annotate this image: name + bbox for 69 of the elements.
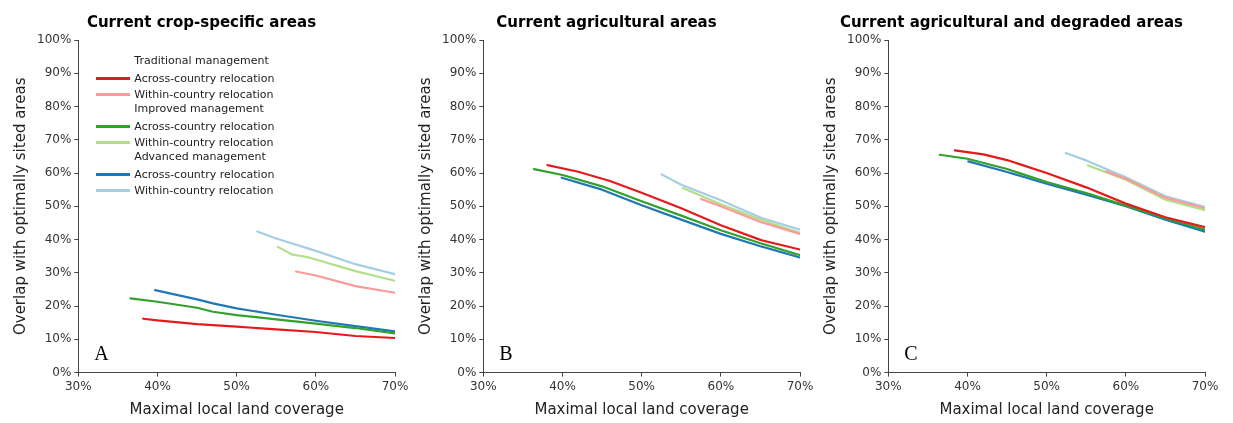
x-tick-label: 40% [144, 378, 171, 393]
legend-label: Within-country relocation [134, 183, 274, 197]
y-tick-label: 20% [44, 298, 72, 313]
y-tick-label: 90% [854, 65, 882, 80]
y-tick-label: 70% [449, 131, 477, 146]
x-tick-label: 50% [1033, 378, 1060, 393]
y-tick-label: 60% [44, 165, 72, 180]
y-tick-label: 20% [449, 298, 477, 313]
y-tick-label: 30% [44, 264, 72, 279]
x-tick-label: 70% [786, 378, 814, 393]
y-tick-label: 100% [36, 32, 72, 47]
y-tick-label: 90% [44, 65, 72, 80]
x-tick-label: 30% [469, 378, 497, 393]
y-tick-label: 0% [457, 364, 477, 379]
chart-title: Current crop-specific areas [86, 12, 317, 31]
chart-title: Current agricultural and degraded areas [839, 12, 1184, 31]
x-tick-label: 60% [1112, 378, 1140, 393]
y-axis-title: Overlap with optimally sited areas [820, 77, 839, 336]
y-tick-label: 80% [854, 98, 882, 113]
x-tick-label: 70% [1191, 378, 1219, 393]
y-tick-label: 60% [854, 165, 882, 180]
y-tick-label: 50% [449, 198, 477, 213]
y-tick-label: 50% [44, 198, 72, 213]
x-tick-label: 60% [707, 378, 735, 393]
y-tick-label: 10% [854, 331, 882, 346]
y-tick-label: 0% [862, 364, 882, 379]
x-tick-label: 50% [628, 378, 655, 393]
annotation: A [94, 341, 110, 364]
legend-label: Across-country relocation [134, 119, 275, 133]
legend-label: Within-country relocation [134, 87, 274, 101]
y-tick-label: 70% [854, 131, 882, 146]
legend-label: Across-country relocation [134, 167, 275, 181]
y-axis-title: Overlap with optimally sited areas [415, 77, 434, 336]
y-tick-label: 20% [854, 298, 882, 313]
y-tick-label: 40% [449, 231, 477, 246]
x-tick-label: 30% [64, 378, 92, 393]
x-tick-label: 40% [954, 378, 981, 393]
y-tick-label: 90% [449, 65, 477, 80]
legend-label: Within-country relocation [134, 135, 274, 149]
y-tick-label: 100% [846, 32, 882, 47]
y-tick-label: 50% [854, 198, 882, 213]
y-tick-label: 30% [854, 264, 882, 279]
x-axis-title: Maximal local land coverage [129, 399, 344, 418]
legend-label: Across-country relocation [134, 71, 275, 85]
y-tick-label: 80% [449, 98, 477, 113]
annotation: B [499, 341, 513, 364]
y-tick-label: 30% [449, 264, 477, 279]
x-tick-label: 40% [549, 378, 576, 393]
annotation: Improved management [133, 102, 265, 117]
x-tick-label: 30% [874, 378, 902, 393]
y-tick-label: 10% [449, 331, 477, 346]
x-tick-label: 50% [223, 378, 250, 393]
x-tick-label: 70% [381, 378, 409, 393]
y-tick-label: 0% [52, 364, 72, 379]
y-tick-label: 70% [44, 131, 72, 146]
y-axis-title: Overlap with optimally sited areas [10, 77, 29, 336]
y-tick-label: 100% [441, 32, 477, 47]
x-tick-label: 60% [302, 378, 330, 393]
annotation: Traditional management [133, 54, 270, 69]
x-axis-title: Maximal local land coverage [939, 399, 1154, 418]
y-tick-label: 40% [44, 231, 72, 246]
chart-title: Current agricultural areas [496, 12, 717, 31]
y-tick-label: 40% [854, 231, 882, 246]
x-axis-title: Maximal local land coverage [534, 399, 749, 418]
y-tick-label: 10% [44, 331, 72, 346]
y-tick-label: 60% [449, 165, 477, 180]
annotation: Advanced management [133, 150, 267, 165]
annotation: C [904, 341, 918, 364]
y-tick-label: 80% [44, 98, 72, 113]
